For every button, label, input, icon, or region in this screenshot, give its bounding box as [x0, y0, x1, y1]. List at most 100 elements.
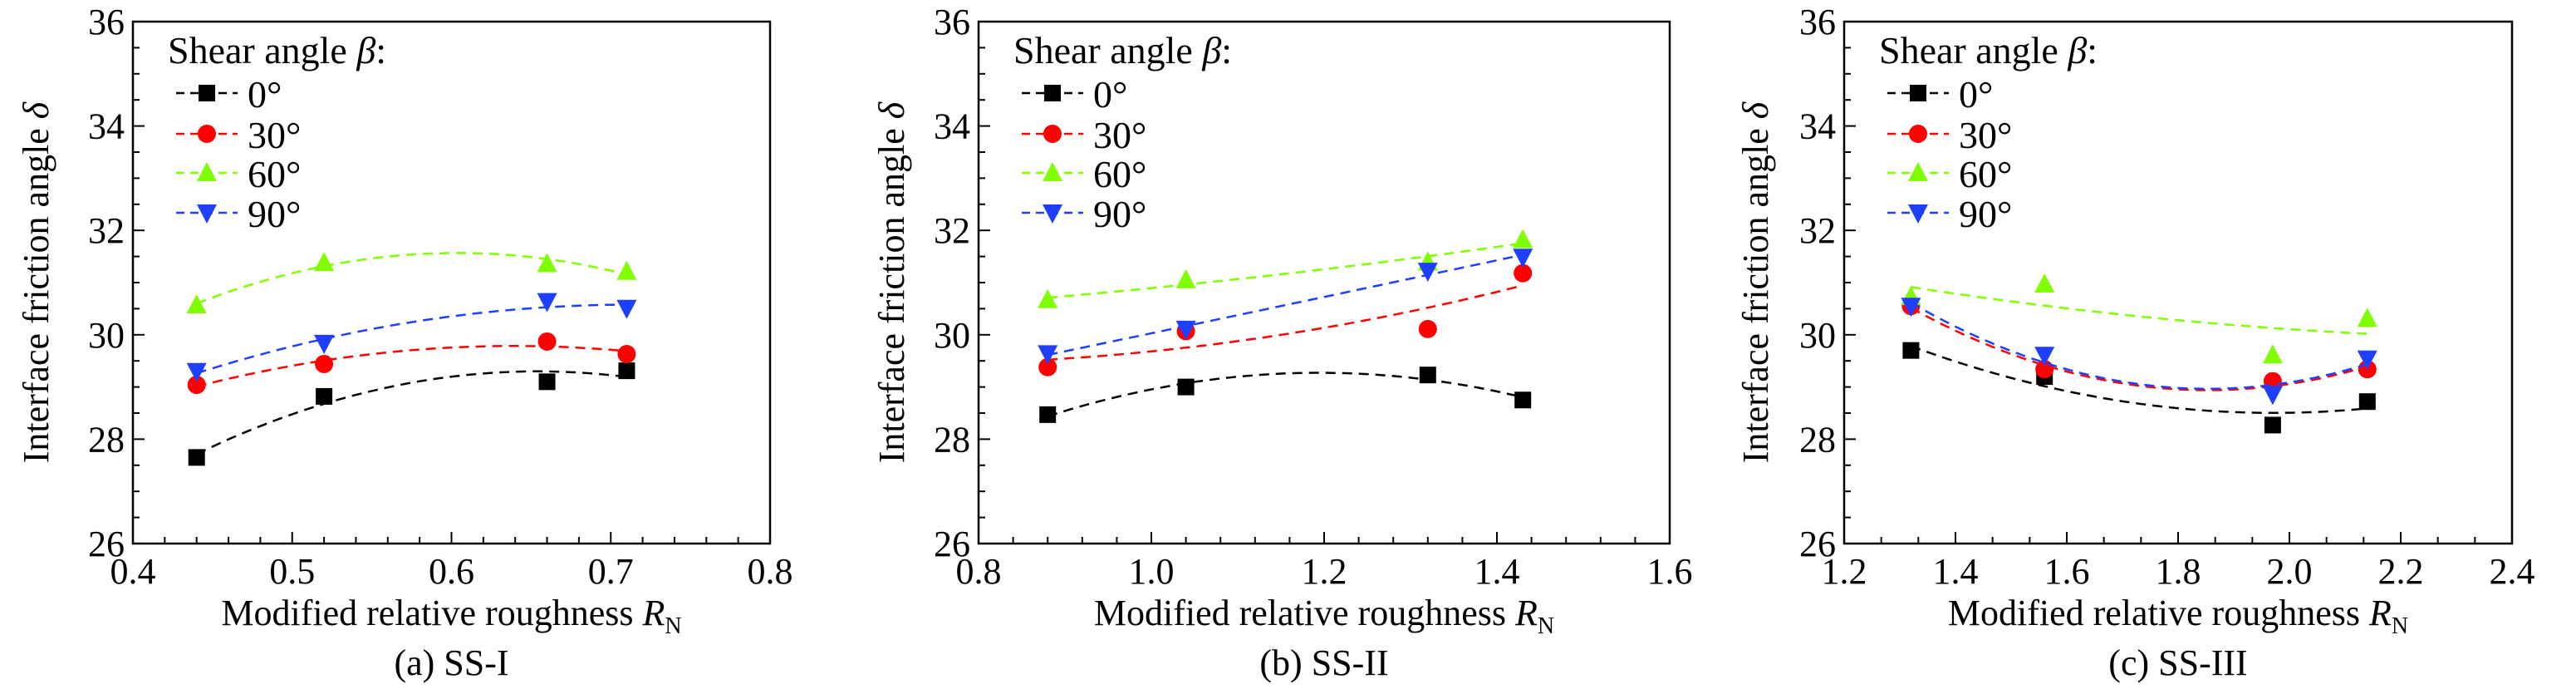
x-axis-label-subscript: N	[2392, 613, 2408, 639]
data-point	[314, 334, 335, 354]
series-90°	[1901, 298, 2377, 406]
y-axis-label-symbol: δ	[1735, 101, 1776, 119]
x-tick-label: 0.7	[588, 551, 634, 592]
data-point	[1418, 319, 1437, 338]
data-point	[1175, 320, 1196, 340]
y-tick-label: 28	[88, 419, 125, 460]
legend-marker	[1043, 204, 1062, 224]
fit-curve	[1047, 253, 1524, 357]
fit-curve	[196, 252, 627, 305]
panel-caption: (b) SS-II	[1259, 642, 1388, 683]
data-point	[616, 299, 637, 319]
legend-marker	[1909, 125, 1927, 143]
x-tick-label: 0.5	[269, 551, 315, 592]
series-30°	[1038, 263, 1533, 377]
x-axis-label-subscript: N	[1538, 613, 1554, 639]
data-point	[1902, 342, 1920, 359]
y-tick-label: 26	[1799, 524, 1836, 564]
x-tick-label: 1.0	[1129, 551, 1175, 592]
data-point	[616, 260, 637, 280]
plot-frame	[131, 20, 772, 545]
legend-marker	[1044, 85, 1061, 101]
legend-title: Shear angle β:	[1013, 29, 1232, 71]
legend: Shear angle β:0°30°60°90°	[1013, 29, 1232, 235]
y-tick-label: 30	[1799, 315, 1836, 356]
data-point	[188, 449, 205, 466]
y-axis-label: Interface friction angle δ	[1735, 101, 1776, 463]
y-axis-label: Interface friction angle δ	[16, 101, 56, 463]
plot-frame	[977, 20, 1671, 545]
x-tick-label: 1.2	[1822, 551, 1867, 592]
data-point	[1514, 391, 1532, 409]
series-30°	[187, 332, 636, 395]
y-tick-label: 36	[934, 2, 970, 42]
panel-caption: (a) SS-I	[394, 642, 508, 683]
legend-title: Shear angle β:	[1879, 29, 2098, 71]
data-point	[537, 332, 557, 351]
legend-marker	[197, 162, 217, 181]
legend-item: 90°	[1887, 193, 2012, 235]
fit-curve	[1910, 307, 2368, 391]
x-tick-label: 1.8	[2156, 551, 2201, 592]
legend-label: 90°	[1093, 193, 1146, 235]
panel-3: 26 28 30 32 34 36 1.2 1.4 1.6 1.8 2.0 2.2 2.4 Modifie…	[1735, 2, 2535, 683]
y-axis-label-symbol: δ	[16, 101, 56, 119]
legend-item: 0°	[176, 73, 282, 116]
panel-caption: (c) SS-III	[2108, 642, 2247, 683]
legend-label: 30°	[248, 114, 301, 156]
x-tick-label: 1.4	[1474, 551, 1520, 592]
x-tick-label: 0.6	[429, 551, 474, 592]
data-point	[1038, 288, 1058, 308]
y-tick-label: 26	[934, 524, 970, 564]
legend-marker	[1910, 85, 1926, 101]
series-0°	[188, 362, 635, 466]
legend-label: 60°	[248, 153, 301, 195]
data-point	[1513, 249, 1533, 268]
x-tick-label: 2.2	[2378, 551, 2424, 592]
data-point	[537, 253, 557, 273]
legend-label: 60°	[1093, 153, 1146, 195]
data-point	[2034, 273, 2055, 293]
legend-marker	[198, 125, 216, 143]
legend: Shear angle β:0°30°60°90°	[1879, 29, 2098, 235]
x-axis-label-symbol: R	[641, 593, 665, 633]
y-tick-label: 26	[88, 524, 125, 564]
legend-marker	[1908, 204, 1928, 224]
y-tick-label: 30	[88, 315, 125, 356]
x-axis-label-subscript: N	[665, 613, 681, 639]
y-tick-label: 34	[1799, 106, 1836, 147]
y-tick-label: 28	[934, 419, 970, 460]
fit-curve	[1911, 286, 2367, 335]
x-tick-label: 2.0	[2267, 551, 2313, 592]
y-axis-label: Interface friction angle δ	[871, 101, 912, 463]
x-tick-label: 0.8	[748, 551, 793, 592]
legend-label: 0°	[1959, 73, 1993, 116]
fit-curve	[196, 345, 627, 388]
legend-item: 30°	[176, 114, 301, 156]
data-point	[1177, 378, 1195, 396]
x-tick-label: 0.8	[956, 551, 1002, 592]
panel-2: 26 28 30 32 34 36 0.8 1.0 1.2 1.4 1.6 Modified rela…	[871, 2, 1693, 683]
legend-marker	[199, 85, 215, 101]
legend-marker	[1043, 125, 1062, 143]
series-0°	[1039, 367, 1532, 423]
y-tick-label: 36	[88, 2, 125, 42]
fit-curve	[1910, 302, 2368, 391]
data-point	[2262, 386, 2283, 406]
legend-item: 60°	[176, 153, 301, 195]
data-point	[2358, 393, 2376, 411]
panel-1: 26 28 30 32 34 36 0.4 0.5 0.6 0.7 0.8 Modified rela…	[16, 2, 793, 683]
y-tick-label: 32	[934, 210, 970, 251]
data-point	[186, 362, 207, 382]
data-point	[315, 354, 334, 373]
fit-curve	[1048, 284, 1524, 362]
data-point	[2357, 308, 2377, 327]
series-0°	[1902, 342, 2376, 434]
data-point	[538, 373, 556, 391]
legend-label: 30°	[1959, 114, 2012, 156]
series-60°	[1901, 273, 2377, 364]
legend-item: 0°	[1022, 73, 1127, 116]
y-axis-label-text: Interface friction angle	[871, 119, 912, 463]
x-axis-label-text: Modified relative roughness	[1094, 593, 1515, 633]
